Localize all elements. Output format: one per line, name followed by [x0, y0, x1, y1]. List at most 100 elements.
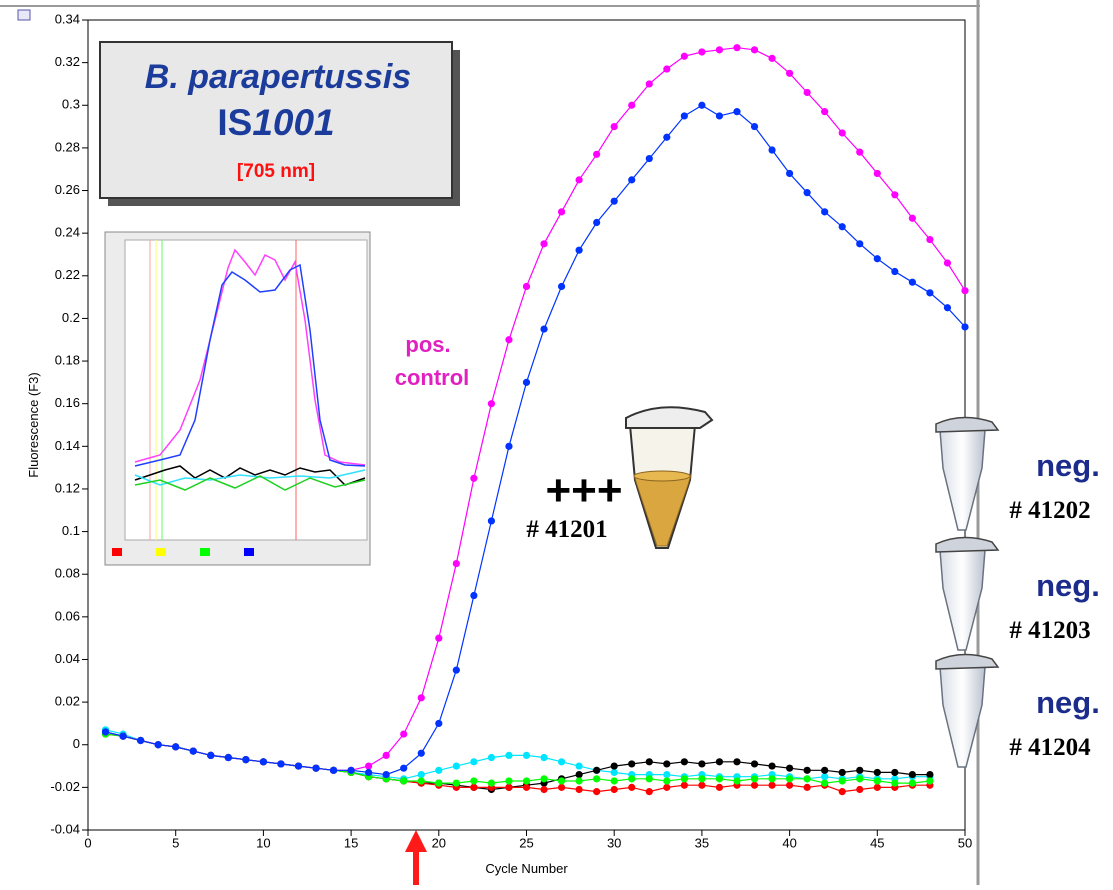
data-point: [821, 780, 828, 787]
data-point: [716, 758, 723, 765]
data-point: [768, 782, 775, 789]
x-tick-label: 10: [256, 835, 270, 850]
data-point: [663, 784, 670, 791]
data-point: [821, 767, 828, 774]
inset-plot: [125, 240, 367, 540]
data-point: [786, 765, 793, 772]
y-tick-label: 0.3: [62, 97, 80, 112]
x-tick-label: 15: [344, 835, 358, 850]
data-point: [435, 767, 442, 774]
data-point: [768, 762, 775, 769]
data-point: [786, 170, 793, 177]
data-point: [716, 46, 723, 53]
data-point: [558, 283, 565, 290]
data-point: [698, 48, 705, 55]
inset-legend: [200, 548, 210, 556]
data-point: [558, 777, 565, 784]
data-point: [698, 102, 705, 109]
data-point: [260, 758, 267, 765]
data-point: [119, 733, 126, 740]
neg-tubes: neg.# 41202neg.# 41203neg.# 41204: [936, 417, 1100, 767]
data-point: [558, 758, 565, 765]
data-point: [242, 756, 249, 763]
data-point: [330, 767, 337, 774]
data-point: [681, 775, 688, 782]
data-point: [295, 762, 302, 769]
neg-result: neg.: [1036, 685, 1100, 720]
data-point: [874, 170, 881, 177]
data-point: [961, 323, 968, 330]
y-tick-label: 0.22: [55, 267, 80, 282]
data-point: [628, 775, 635, 782]
data-point: [540, 240, 547, 247]
data-point: [190, 748, 197, 755]
data-point: [839, 777, 846, 784]
data-point: [663, 777, 670, 784]
data-point: [383, 771, 390, 778]
y-tick-label: 0.2: [62, 310, 80, 325]
data-point: [137, 737, 144, 744]
data-point: [172, 743, 179, 750]
neg-tube: neg.# 41202: [936, 417, 1100, 530]
inset: [105, 232, 370, 565]
data-point: [733, 44, 740, 51]
y-tick-label: 0.16: [55, 395, 80, 410]
chart: -0.04-0.0200.020.040.060.080.10.120.140.…: [0, 0, 1113, 885]
data-point: [558, 784, 565, 791]
data-point: [681, 758, 688, 765]
data-point: [874, 769, 881, 776]
inset-legend: [244, 548, 254, 556]
data-point: [874, 784, 881, 791]
data-point: [225, 754, 232, 761]
data-point: [540, 754, 547, 761]
data-point: [400, 777, 407, 784]
data-point: [891, 268, 898, 275]
data-point: [839, 769, 846, 776]
x-tick-label: 5: [172, 835, 179, 850]
data-point: [470, 758, 477, 765]
data-point: [470, 784, 477, 791]
data-point: [646, 758, 653, 765]
data-point: [646, 788, 653, 795]
data-point: [523, 283, 530, 290]
data-point: [821, 208, 828, 215]
data-point: [961, 287, 968, 294]
data-point: [804, 189, 811, 196]
data-point: [523, 379, 530, 386]
data-point: [733, 758, 740, 765]
neg-result: neg.: [1036, 448, 1100, 483]
neg-id: # 41203: [1009, 617, 1090, 644]
data-point: [418, 777, 425, 784]
data-point: [611, 777, 618, 784]
y-tick-label: 0.26: [55, 182, 80, 197]
organism: B. parapertussis: [145, 58, 411, 96]
y-tick-label: 0.24: [55, 225, 80, 240]
data-point: [698, 775, 705, 782]
page: -0.04-0.0200.020.040.060.080.10.120.140.…: [0, 0, 1113, 885]
data-point: [540, 775, 547, 782]
data-point: [611, 769, 618, 776]
pos-label: pos.: [405, 332, 450, 357]
data-point: [470, 475, 477, 482]
data-point: [593, 219, 600, 226]
x-axis-label: Cycle Number: [485, 861, 568, 876]
data-point: [663, 65, 670, 72]
x-tick-label: 30: [607, 835, 621, 850]
data-point: [891, 191, 898, 198]
data-point: [646, 155, 653, 162]
data-point: [523, 777, 530, 784]
data-point: [681, 782, 688, 789]
data-point: [488, 400, 495, 407]
neg-tube: neg.# 41203: [936, 537, 1100, 650]
data-point: [505, 443, 512, 450]
data-point: [593, 767, 600, 774]
data-point: [909, 215, 916, 222]
data-point: [804, 775, 811, 782]
data-point: [365, 762, 372, 769]
neg-tube: neg.# 41204: [936, 654, 1100, 767]
data-point: [418, 771, 425, 778]
data-point: [944, 304, 951, 311]
data-point: [751, 760, 758, 767]
x-tick-label: 45: [870, 835, 884, 850]
data-point: [611, 123, 618, 130]
